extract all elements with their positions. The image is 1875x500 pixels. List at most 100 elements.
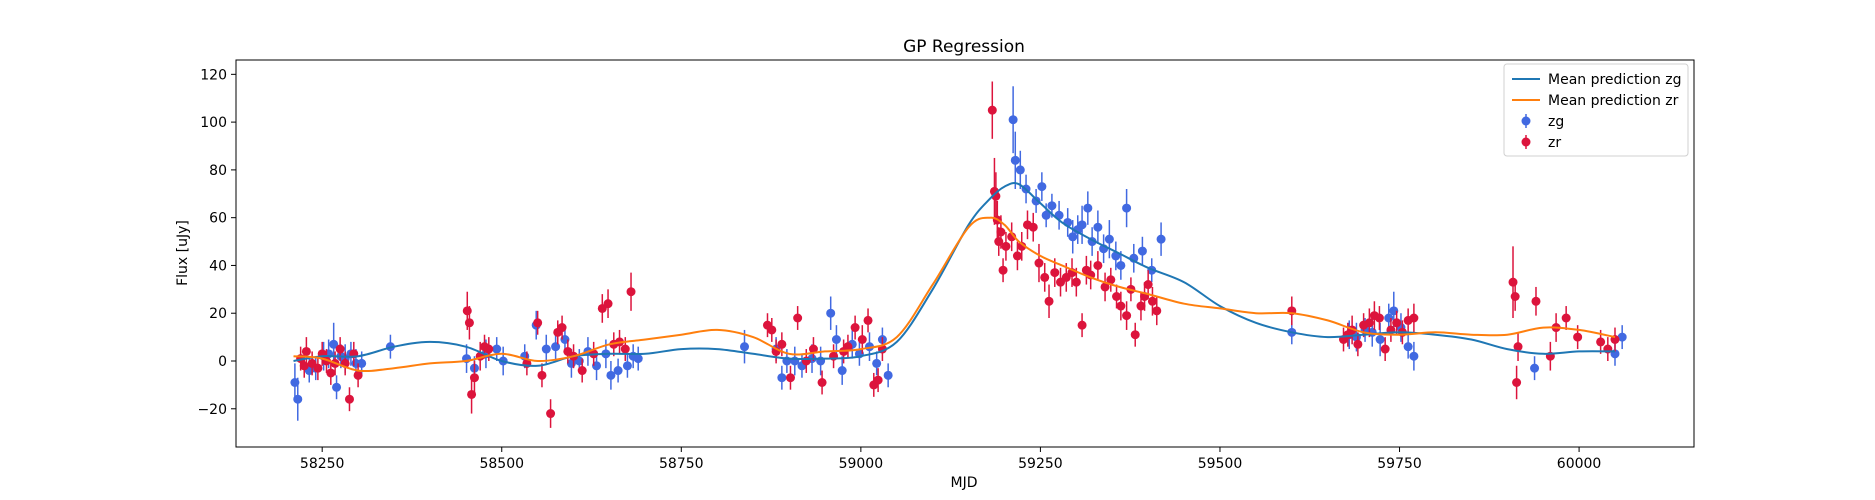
data-point-zg xyxy=(1031,196,1041,206)
data-point-zr xyxy=(987,105,997,115)
x-tick-label: 60000 xyxy=(1557,456,1602,472)
data-point-zr xyxy=(1392,318,1402,328)
legend-label-mean-zg: Mean prediction zg xyxy=(1548,72,1682,88)
data-point-zg xyxy=(1403,342,1413,352)
x-tick-label: 59750 xyxy=(1377,456,1422,472)
legend: Mean prediction zg Mean prediction zr zg… xyxy=(1503,63,1689,157)
data-point-zr xyxy=(467,389,477,399)
data-point-zg xyxy=(1008,115,1018,125)
mean-prediction-zr-line xyxy=(293,216,1616,373)
data-point-zg xyxy=(606,370,616,380)
data-point-zg xyxy=(1077,220,1087,230)
data-point-zg xyxy=(622,361,632,371)
data-point-zr xyxy=(335,344,345,354)
data-point-zg xyxy=(329,339,339,349)
data-point-zr xyxy=(1077,320,1087,330)
data-point-zg xyxy=(541,344,551,354)
data-point-zr xyxy=(462,306,472,316)
data-point-zg xyxy=(777,373,787,383)
data-point-zr xyxy=(857,335,867,344)
data-point-zg xyxy=(872,358,882,368)
y-tick-label: 20 xyxy=(209,306,227,322)
data-point-zr xyxy=(863,315,873,325)
axes-frame xyxy=(235,59,1695,448)
x-tick-label: 59500 xyxy=(1198,456,1243,472)
data-point-zr xyxy=(994,237,1004,247)
data-point-zr xyxy=(577,366,587,376)
data-point-zr xyxy=(1512,378,1522,387)
data-point-zg xyxy=(293,394,303,404)
data-point-zr xyxy=(817,378,827,387)
x-tick-label: 58500 xyxy=(479,456,524,472)
data-point-zg xyxy=(1047,201,1057,211)
data-point-zr xyxy=(1380,344,1390,354)
data-point-zr xyxy=(1374,313,1384,323)
data-point-zr xyxy=(537,370,547,380)
data-point-zr xyxy=(1596,337,1606,347)
y-tick-label: 60 xyxy=(209,211,227,227)
x-tick-label: 59000 xyxy=(839,456,884,472)
data-point-zr xyxy=(998,265,1008,275)
data-point-zr xyxy=(326,368,336,378)
data-point-zr xyxy=(626,287,636,297)
data-point-zg xyxy=(1068,232,1078,242)
data-point-zr xyxy=(1106,275,1116,285)
data-point-zr xyxy=(1147,296,1157,306)
data-point-zr xyxy=(344,394,354,404)
data-point-zr xyxy=(1007,232,1017,242)
data-point-zg xyxy=(613,366,623,376)
data-point-zg xyxy=(883,370,893,380)
data-point-zg xyxy=(332,382,342,392)
data-point-zr xyxy=(1112,292,1122,301)
y-tick-label: −20 xyxy=(197,402,227,418)
data-point-zr xyxy=(767,325,777,335)
chart-title: GP Regression xyxy=(903,37,1025,57)
data-point-zr xyxy=(1012,251,1022,261)
data-point-zg xyxy=(633,354,643,364)
data-point-zr xyxy=(1001,241,1011,251)
data-point-zr xyxy=(1122,311,1132,321)
data-point-zr xyxy=(1136,301,1146,311)
data-point-zr xyxy=(353,370,363,380)
data-point-zr xyxy=(1130,330,1140,340)
data-point-zg xyxy=(1156,234,1166,244)
data-point-zr xyxy=(1093,260,1103,270)
legend-box xyxy=(1503,63,1689,157)
data-point-zr xyxy=(620,344,630,354)
data-point-zr xyxy=(469,373,479,383)
y-tick-label: 100 xyxy=(200,115,227,131)
data-point-zr xyxy=(1364,318,1374,328)
data-point-zr xyxy=(464,318,474,328)
data-point-zr xyxy=(808,344,818,354)
data-point-zg xyxy=(1010,155,1020,165)
data-point-zr xyxy=(1513,342,1523,352)
data-point-zg xyxy=(1617,332,1627,342)
x-tick-label: 58250 xyxy=(300,456,345,472)
data-point-zr xyxy=(1044,296,1054,306)
data-point-zr xyxy=(1034,258,1044,268)
data-point-zg xyxy=(1015,165,1025,175)
data-point-zr xyxy=(1040,272,1050,282)
data-point-zr xyxy=(1573,332,1583,342)
data-point-zr xyxy=(603,299,613,309)
data-point-zg xyxy=(551,342,561,352)
data-point-zg xyxy=(740,342,750,352)
data-point-zr xyxy=(1152,306,1162,316)
data-point-zg xyxy=(1137,246,1147,256)
data-point-zg xyxy=(1037,182,1047,192)
legend-marker-zg xyxy=(1521,116,1531,126)
plot-area: 58250 58500 58750 59000 59250 59500 59750 60000… xyxy=(197,59,1695,472)
data-point-zr xyxy=(1100,282,1110,292)
data-point-zr xyxy=(557,323,567,333)
data-point-zr xyxy=(793,313,803,323)
legend-marker-zr xyxy=(1521,137,1531,147)
data-point-zg xyxy=(1093,222,1103,232)
x-axis-label: MJD xyxy=(951,475,978,491)
data-point-zr xyxy=(299,361,309,371)
y-tick-label: 120 xyxy=(200,67,227,83)
data-point-zr xyxy=(301,346,311,356)
data-point-zr xyxy=(1510,292,1520,301)
data-point-zg xyxy=(1122,203,1132,213)
